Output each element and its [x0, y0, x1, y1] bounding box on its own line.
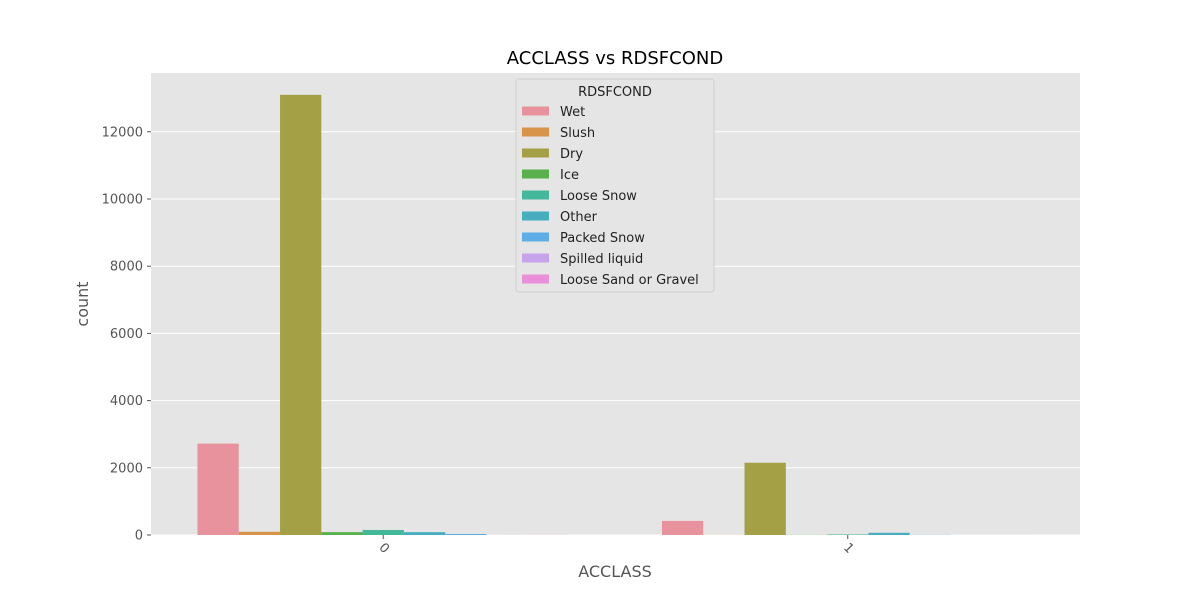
legend-swatch — [522, 212, 549, 221]
legend-label: Dry — [560, 147, 583, 162]
bar-wet-1 — [662, 521, 703, 535]
bar-packed-snow-0 — [445, 534, 486, 535]
legend-label: Other — [560, 210, 598, 225]
bar-ice-0 — [321, 532, 362, 535]
bar-dry-1 — [745, 463, 786, 535]
legend-swatch — [522, 107, 549, 116]
legend-label: Spilled liquid — [560, 252, 643, 267]
legend-label: Packed Snow — [560, 231, 645, 246]
legend-swatch — [522, 254, 549, 263]
legend-swatch — [522, 233, 549, 242]
chart-title: ACCLASS vs RDSFCOND — [507, 48, 723, 69]
y-tick-label: 12000 — [102, 125, 143, 140]
legend-swatch — [522, 149, 549, 158]
bar-wet-0 — [197, 444, 238, 535]
x-tick-label: 1 — [840, 540, 856, 556]
legend-label: Slush — [560, 126, 595, 141]
bar-other-1 — [868, 533, 909, 535]
bar-loose-snow-0 — [363, 530, 404, 535]
y-tick-label: 0 — [135, 529, 143, 544]
bar-dry-0 — [280, 95, 321, 535]
y-tick-label: 4000 — [110, 394, 143, 409]
bar-other-0 — [404, 532, 445, 535]
legend-swatch — [522, 170, 549, 179]
legend-label: Loose Sand or Gravel — [560, 273, 699, 288]
legend-label: Loose Snow — [560, 189, 637, 204]
y-axis-label: count — [73, 281, 92, 326]
x-axis-label: ACCLASS — [578, 562, 652, 581]
y-tick-label: 8000 — [110, 260, 143, 275]
legend-swatch — [522, 191, 549, 200]
y-axis: 0 2000 4000 6000 8000 10000 12000 — [102, 125, 151, 543]
y-tick-label: 2000 — [110, 461, 143, 476]
legend-label: Ice — [560, 168, 579, 183]
bar-loose-snow-1 — [827, 534, 868, 535]
legend-swatch — [522, 128, 549, 137]
bar-slush-0 — [239, 532, 280, 535]
legend-swatch — [522, 275, 549, 284]
x-tick-label: 0 — [375, 540, 391, 556]
legend-label: Wet — [560, 105, 585, 120]
y-tick-label: 6000 — [110, 327, 143, 342]
y-tick-label: 10000 — [102, 193, 143, 208]
legend: RDSFCOND Wet Slush Dry Ice Loose Snow Other Pa… — [516, 79, 714, 292]
legend-title: RDSFCOND — [578, 85, 652, 100]
